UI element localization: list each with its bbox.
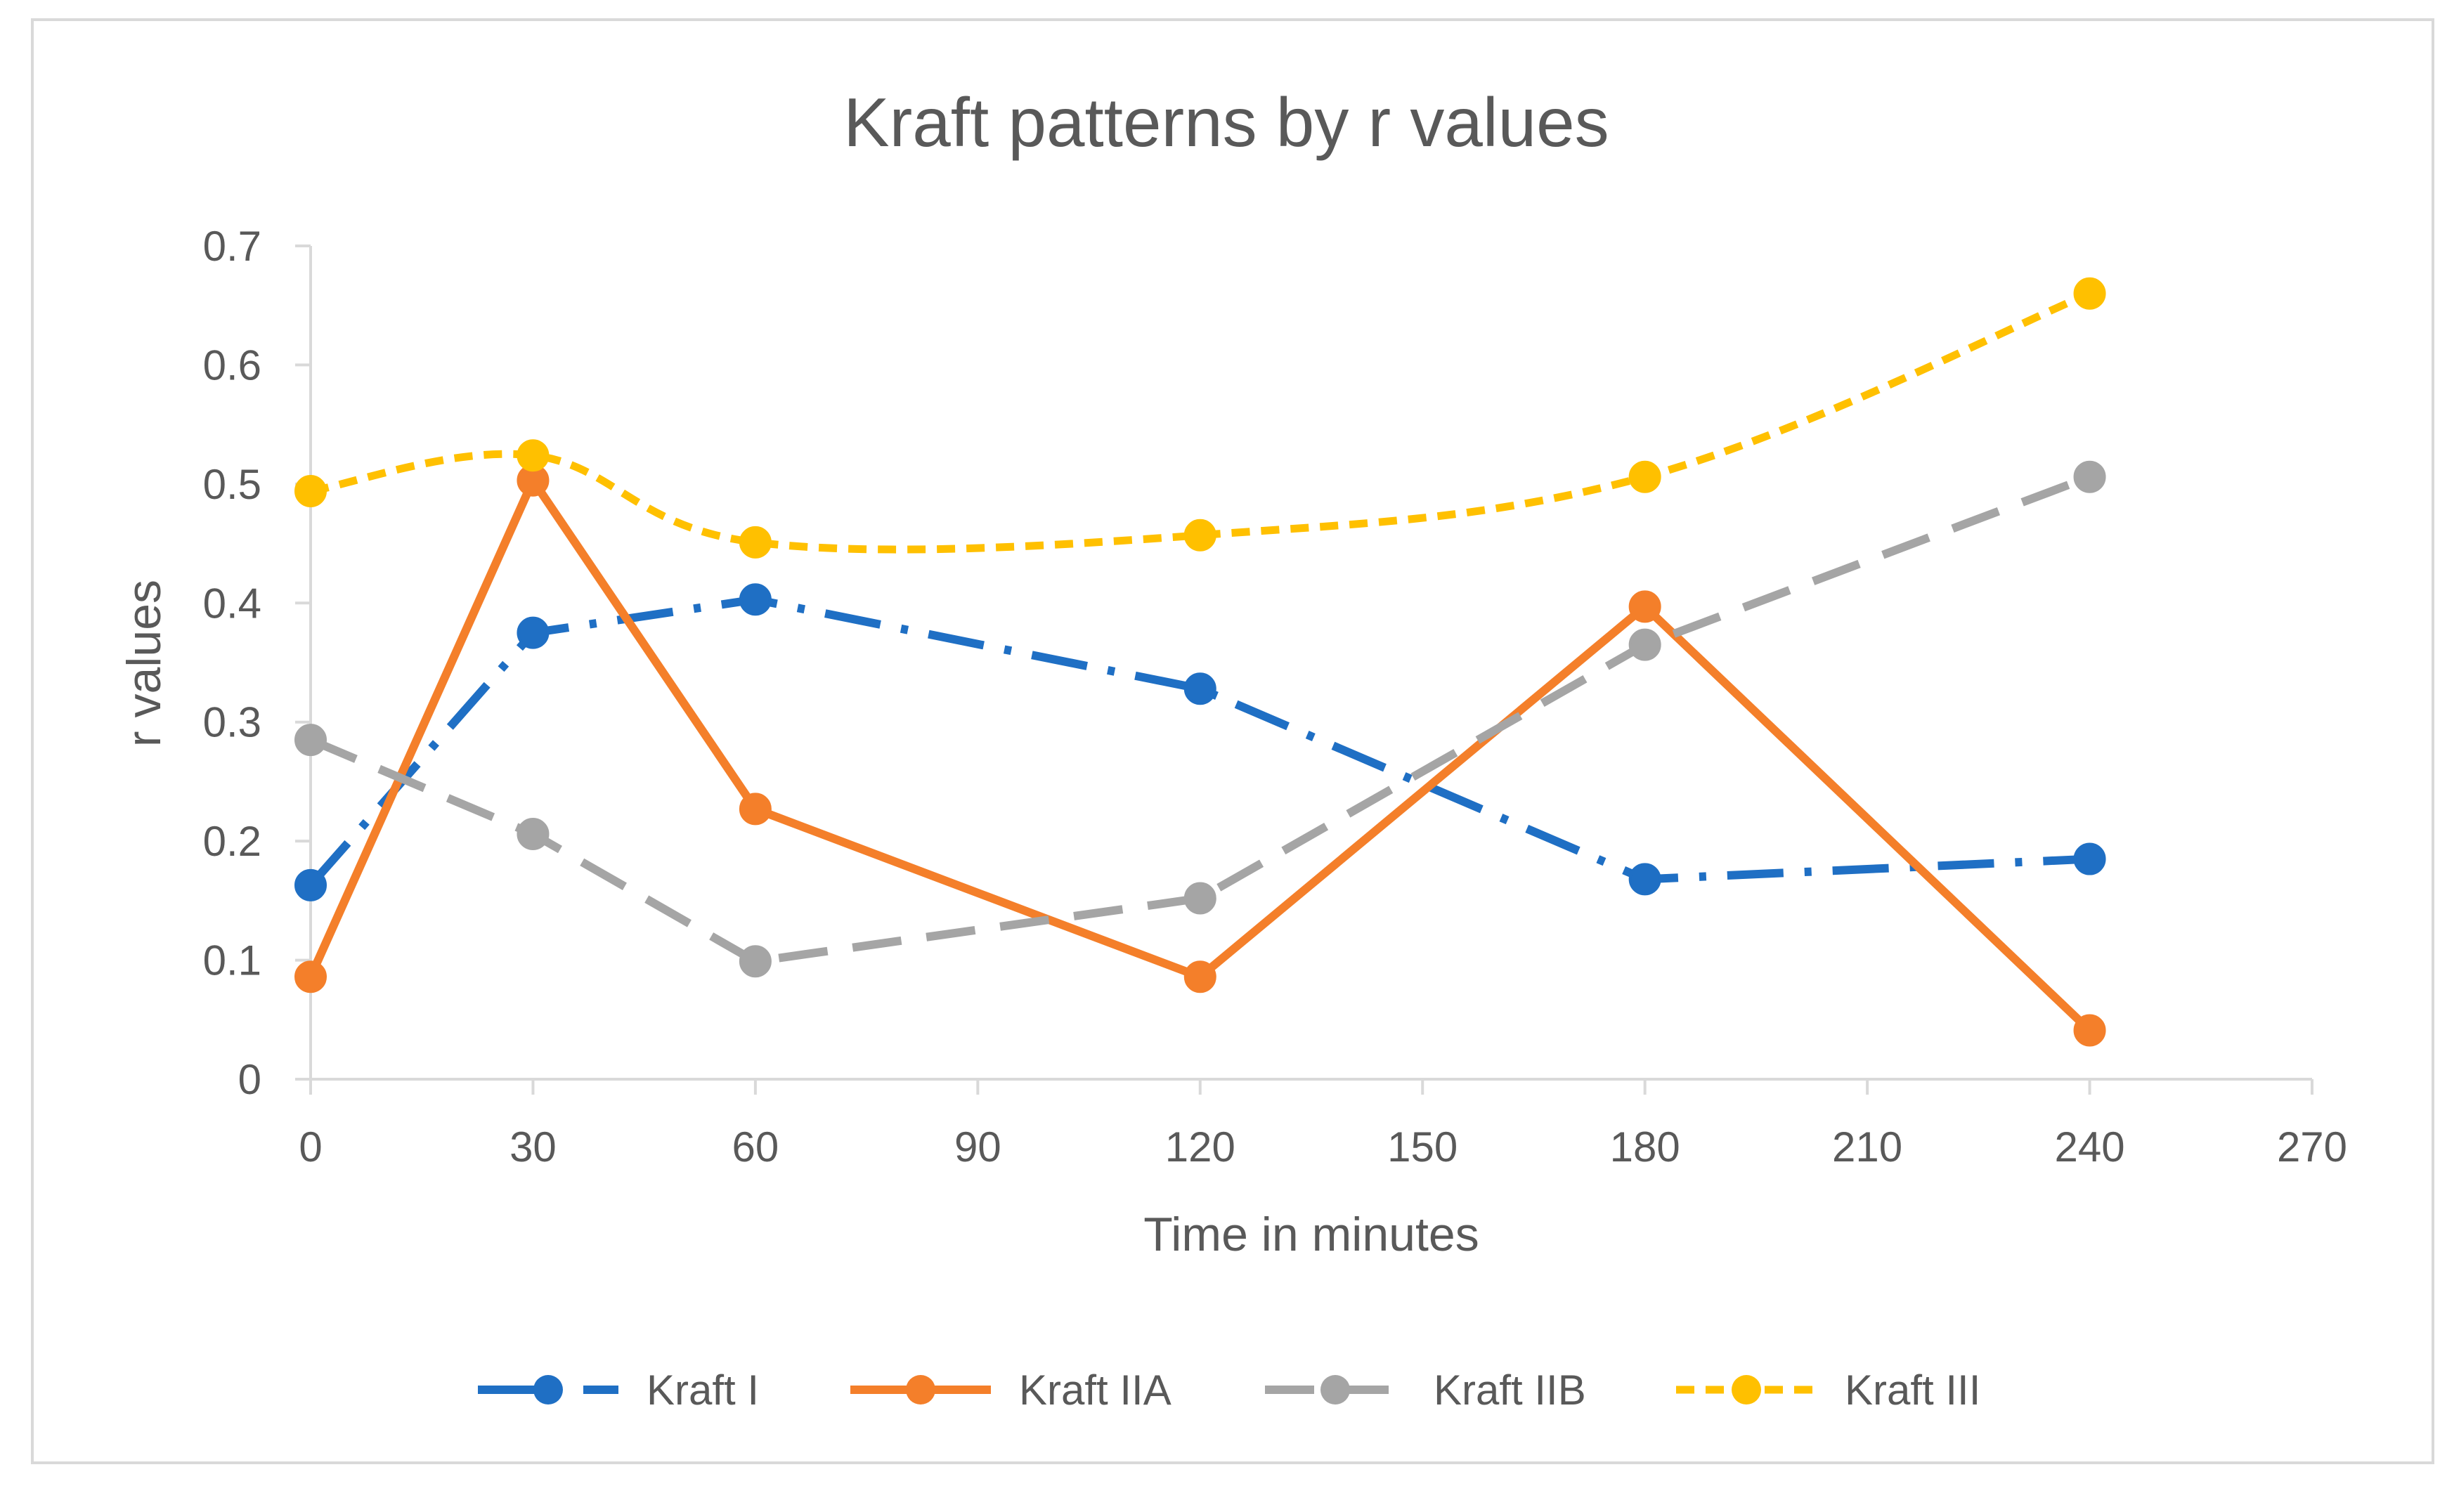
data-point: [1628, 628, 1661, 661]
legend-marker: [533, 1375, 563, 1405]
data-point: [1183, 519, 1216, 552]
series-kraft-iii: [294, 277, 2106, 559]
y-tick-label: 0.7: [203, 223, 261, 270]
x-tick-label: 240: [2055, 1123, 2125, 1171]
legend-marker: [1732, 1375, 1761, 1405]
legend: Kraft I Kraft IIA Kraft IIB Kraft III: [478, 1367, 1980, 1414]
data-point: [294, 724, 327, 757]
data-point: [517, 616, 550, 649]
data-point: [739, 793, 772, 826]
data-point: [2073, 842, 2106, 875]
y-tick-label: 0: [238, 1056, 261, 1103]
data-point: [294, 960, 327, 993]
series-layer: [294, 277, 2106, 1047]
data-point: [1628, 460, 1661, 493]
legend-marker: [906, 1375, 935, 1405]
x-tick-label: 90: [954, 1123, 1001, 1171]
series-line: [306, 476, 2093, 1034]
data-point: [1628, 863, 1661, 896]
data-point: [517, 439, 550, 472]
legend-item: Kraft IIB: [1265, 1367, 1586, 1414]
legend-item: Kraft III: [1676, 1367, 1980, 1414]
data-point: [1183, 672, 1216, 705]
data-point: [739, 526, 772, 559]
series-line: [309, 473, 2091, 966]
series-kraft-iib: [294, 460, 2106, 978]
y-tick-label: 0.3: [203, 699, 261, 746]
x-tick-label: 210: [1832, 1123, 1902, 1171]
legend-marker: [1320, 1375, 1350, 1405]
x-axis-ticks: 0 30 60 90 120 150 180 210 240 270: [299, 1079, 2347, 1171]
series-kraft-i: [294, 583, 2106, 901]
legend-label: Kraft III: [1845, 1367, 1980, 1414]
data-point: [294, 868, 327, 901]
chart-title: Kraft patterns by r values: [843, 84, 1609, 161]
data-point: [2073, 460, 2106, 493]
y-tick-label: 0.2: [203, 818, 261, 865]
data-point: [2073, 277, 2106, 310]
legend-item: Kraft I: [478, 1367, 759, 1414]
x-tick-label: 60: [732, 1123, 779, 1171]
x-tick-label: 120: [1165, 1123, 1235, 1171]
series-line: [307, 595, 2090, 888]
data-point: [1628, 590, 1661, 623]
legend-label: Kraft IIB: [1434, 1367, 1586, 1414]
x-tick-label: 180: [1610, 1123, 1680, 1171]
x-axis-title: Time in minutes: [1143, 1208, 1479, 1261]
y-tick-label: 0.5: [203, 461, 261, 508]
data-point: [739, 583, 772, 616]
data-point: [1183, 882, 1216, 915]
y-tick-label: 0.6: [203, 341, 261, 389]
series-line: [310, 289, 2091, 554]
data-point: [517, 817, 550, 850]
x-tick-label: 150: [1387, 1123, 1458, 1171]
y-tick-label: 0.1: [203, 937, 261, 984]
data-point: [739, 945, 772, 978]
data-point: [294, 475, 327, 508]
y-axis-title: r values: [117, 580, 171, 747]
legend-label: Kraft I: [647, 1367, 759, 1414]
data-point: [2073, 1014, 2106, 1047]
x-tick-label: 30: [509, 1123, 557, 1171]
x-tick-label: 270: [2277, 1123, 2347, 1171]
y-axis-ticks: 0 0.1 0.2 0.3 0.4 0.5 0.6 0.7: [203, 223, 311, 1103]
legend-item: Kraft IIA: [850, 1367, 1171, 1414]
legend-label: Kraft IIA: [1019, 1367, 1171, 1414]
data-point: [1183, 960, 1216, 993]
x-tick-label: 0: [299, 1123, 322, 1171]
y-tick-label: 0.4: [203, 580, 261, 627]
